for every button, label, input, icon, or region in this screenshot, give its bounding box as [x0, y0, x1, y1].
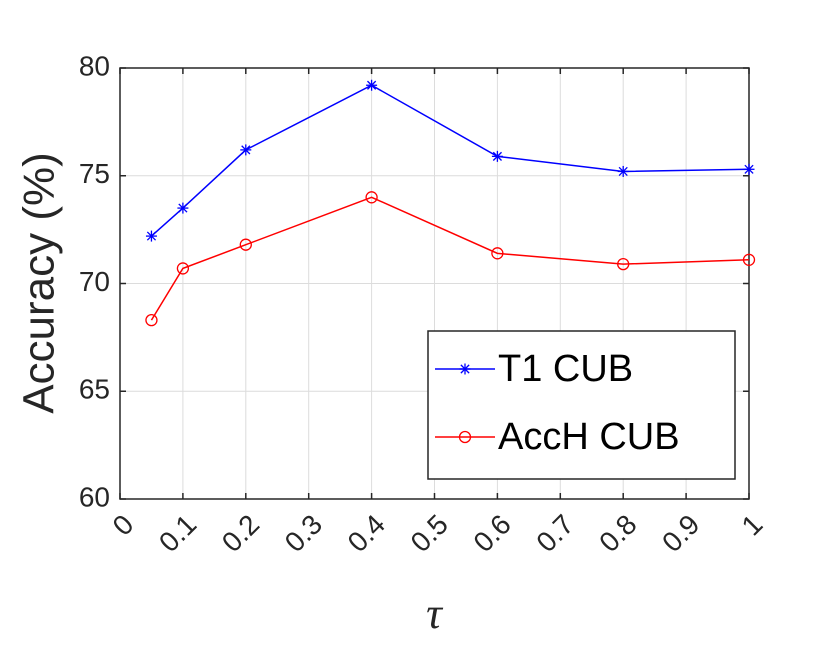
x-tick-label: 0.1: [153, 509, 202, 558]
x-tick-label: 0: [107, 509, 140, 542]
marker: [239, 238, 252, 251]
x-axis-label: τ: [426, 589, 444, 638]
x-tick-label: 0.2: [216, 509, 265, 558]
legend: T1 CUB AccH CUB: [427, 330, 736, 480]
marker: [365, 191, 378, 204]
marker: [617, 165, 629, 177]
y-tick-label: 75: [79, 158, 110, 189]
legend-box: [427, 330, 736, 480]
marker: [240, 144, 252, 156]
marker: [491, 247, 504, 260]
marker: [177, 202, 189, 214]
marker: [145, 313, 158, 327]
x-tick-label: 0.4: [342, 509, 391, 558]
marker-stroke: [618, 166, 628, 177]
x-tick-label: 0.6: [467, 509, 516, 558]
x-tick-label: 0.8: [593, 509, 642, 558]
y-tick-label: 80: [79, 50, 110, 81]
x-tick-label: 0.9: [656, 509, 705, 558]
marker-stroke: [460, 364, 470, 374]
x-tick-label: 1: [736, 509, 769, 542]
legend-label: T1 CUB: [498, 348, 633, 390]
x-tick-label: 0.3: [279, 509, 328, 558]
marker-stroke: [178, 203, 188, 213]
legend-marker: [458, 430, 472, 444]
series-line: [150, 196, 750, 321]
x-tick-label: 0.7: [530, 509, 579, 558]
y-axis-label: Accuracy (%): [15, 152, 64, 414]
y-tick-label: 60: [79, 481, 110, 512]
axes-box: [119, 67, 750, 500]
marker: [145, 230, 157, 242]
x-tick-label: 0.5: [405, 509, 454, 558]
y-tick-label: 65: [79, 374, 110, 405]
marker: [491, 150, 503, 162]
marker: [366, 79, 378, 91]
marker: [742, 253, 756, 266]
marker-stroke: [744, 164, 754, 174]
marker: [617, 257, 630, 271]
legend-label: AccH CUB: [498, 416, 680, 458]
marker: [176, 262, 190, 275]
y-tick-label: 70: [79, 266, 110, 297]
legend-marker: [459, 363, 471, 375]
marker-stroke: [492, 151, 502, 161]
marker-stroke: [146, 231, 157, 241]
marker: [743, 163, 755, 175]
marker-stroke: [241, 145, 251, 155]
marker-stroke: [367, 80, 377, 90]
